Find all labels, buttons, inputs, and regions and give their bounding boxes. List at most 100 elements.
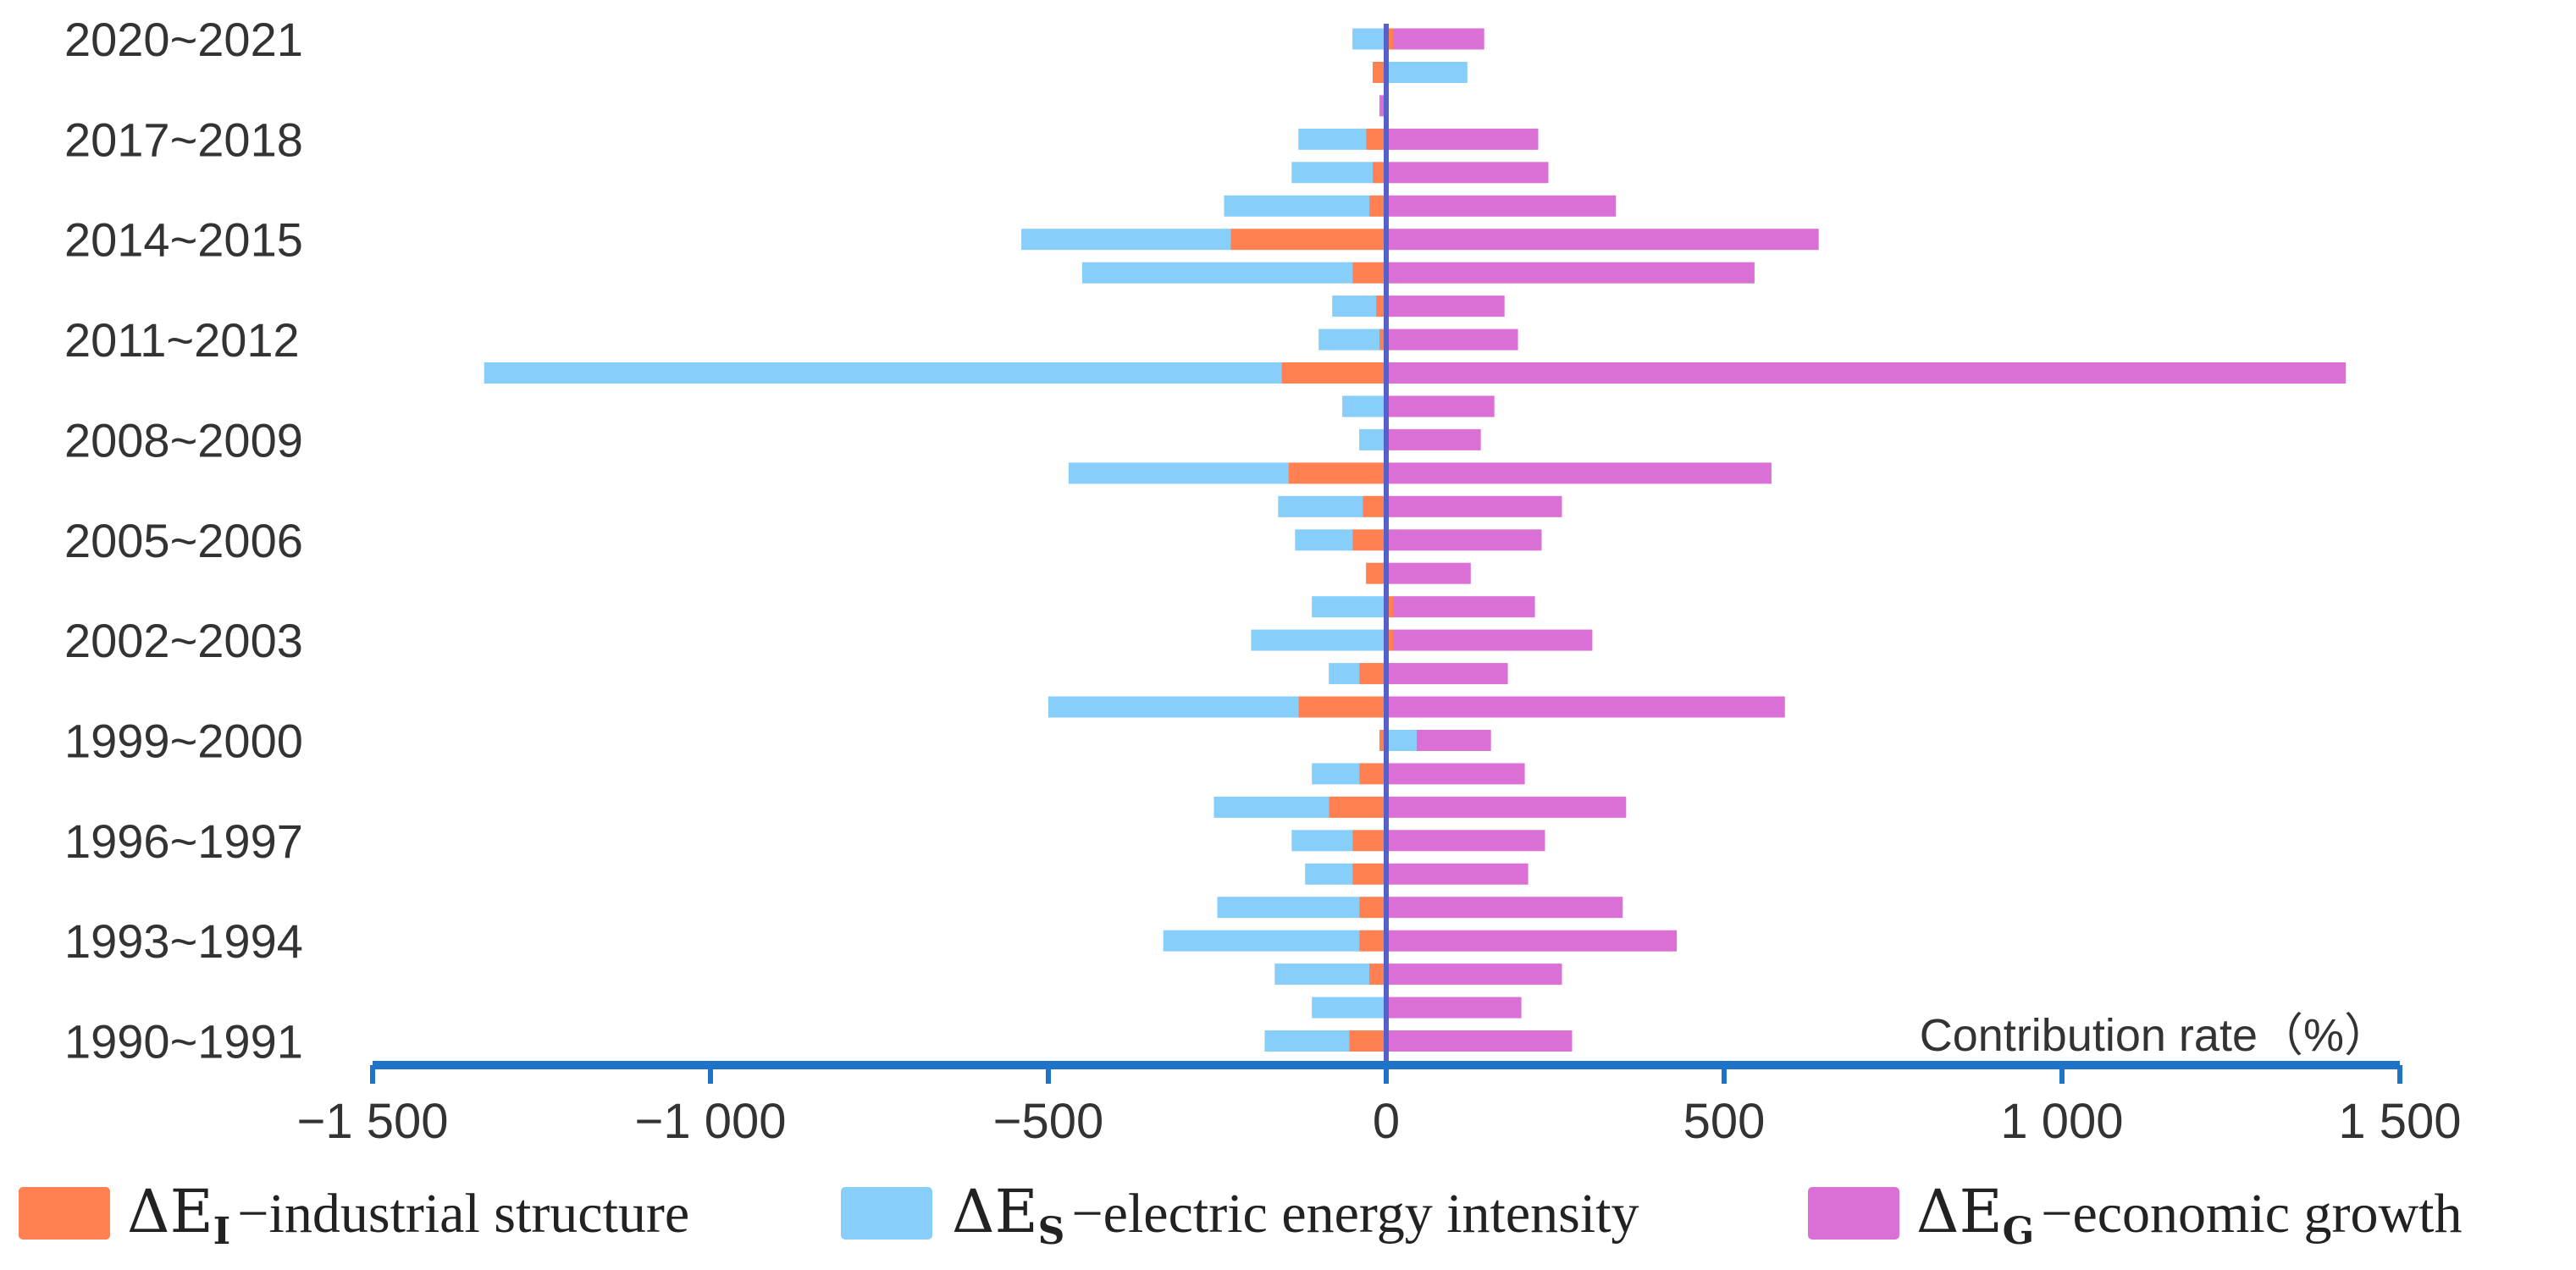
category-label: 2011~2012 bbox=[64, 313, 300, 367]
bar-industrial-structure-2019~2020 bbox=[1373, 62, 1386, 83]
bar-industrial-structure-1996~1997 bbox=[1352, 830, 1386, 852]
bar-economic-growth-1999~2000 bbox=[1416, 730, 1491, 751]
legend-subscript: I bbox=[213, 1210, 231, 1253]
bar-economic-growth-1993~1994 bbox=[1386, 930, 1678, 952]
bar-economic-growth-2002~2003 bbox=[1393, 629, 1593, 651]
bar-electric-energy-intensity-1996~1997 bbox=[1291, 830, 1353, 852]
bar-economic-growth-2010~2011 bbox=[1386, 362, 2347, 384]
legend-swatch-electric bbox=[841, 1187, 932, 1240]
x-tick-label: 1 500 bbox=[2338, 1094, 2461, 1149]
bar-electric-energy-intensity-2020~2021 bbox=[1352, 28, 1386, 50]
bar-industrial-structure-2003~2004 bbox=[1386, 596, 1393, 618]
bar-electric-energy-intensity-1997~1998 bbox=[1213, 796, 1329, 818]
bar-economic-growth-2012~2013 bbox=[1386, 295, 1505, 318]
bar-electric-energy-intensity-2002~2003 bbox=[1251, 629, 1386, 651]
category-label: 2014~2015 bbox=[64, 213, 303, 267]
category-label: 1993~1994 bbox=[64, 914, 303, 968]
category-label: 2017~2018 bbox=[64, 113, 303, 166]
bar-industrial-structure-2011~2012 bbox=[1379, 329, 1386, 351]
bar-electric-energy-intensity-1998~1999 bbox=[1312, 763, 1360, 785]
legend-delta: Δ bbox=[127, 1177, 170, 1246]
category-label: 1996~1997 bbox=[64, 814, 303, 868]
x-tick-label: 1 000 bbox=[2000, 1094, 2123, 1149]
bar-industrial-structure-2017~2018 bbox=[1366, 128, 1386, 150]
category-label: 1990~1991 bbox=[64, 1015, 303, 1068]
bar-economic-growth-2008~2009 bbox=[1386, 428, 1481, 450]
bar-economic-growth-1998~1999 bbox=[1386, 763, 1525, 785]
bar-economic-growth-2020~2021 bbox=[1393, 28, 1484, 50]
legend-subscript: S bbox=[1038, 1210, 1065, 1253]
bar-electric-energy-intensity-2014~2015 bbox=[1021, 229, 1231, 251]
legend-item-industrial-structure: ΔEI −industrial structure bbox=[19, 1177, 689, 1253]
bar-electric-energy-intensity-1993~1994 bbox=[1163, 930, 1360, 952]
legend-delta: Δ bbox=[952, 1177, 995, 1246]
category-labels: 2020~2021 2017~2018 2014~2015 2011~2012 2008… bbox=[64, 13, 303, 1068]
bar-electric-energy-intensity-2013~2014 bbox=[1081, 262, 1353, 284]
bar-economic-growth-2000~2001 bbox=[1386, 696, 1785, 718]
bar-economic-growth-1990~1991 bbox=[1386, 1030, 1573, 1052]
bar-electric-energy-intensity-1992~1993 bbox=[1274, 964, 1369, 986]
bar-industrial-structure-2001~2002 bbox=[1359, 663, 1386, 685]
legend-symbol: E bbox=[1960, 1177, 2003, 1246]
bar-electric-energy-intensity-1999~2000 bbox=[1386, 730, 1417, 751]
bar-industrial-structure-2013~2014 bbox=[1352, 262, 1386, 284]
x-tick-label: −500 bbox=[993, 1094, 1104, 1149]
x-tick-label: 0 bbox=[1373, 1094, 1400, 1149]
category-label: 2020~2021 bbox=[64, 13, 303, 66]
bar-electric-energy-intensity-2011~2012 bbox=[1318, 329, 1379, 351]
bar-economic-growth-2007~2008 bbox=[1386, 462, 1772, 484]
bar-electric-energy-intensity-2012~2013 bbox=[1332, 295, 1377, 318]
bar-electric-energy-intensity-1994~1995 bbox=[1217, 897, 1360, 919]
bar-economic-growth-2005~2006 bbox=[1386, 529, 1542, 551]
bar-economic-growth-1995~1996 bbox=[1386, 863, 1528, 885]
category-label: 1999~2000 bbox=[64, 715, 303, 768]
category-label: 2002~2003 bbox=[64, 614, 303, 667]
bar-economic-growth-1992~1993 bbox=[1386, 964, 1562, 986]
bar-electric-energy-intensity-2001~2002 bbox=[1329, 663, 1360, 685]
legend-item-economic-growth: ΔEG −economic growth bbox=[1808, 1177, 2463, 1253]
svg-text:ΔEI−industrial structure: ΔEI −industrial structure bbox=[127, 1177, 689, 1253]
bar-industrial-structure-1992~1993 bbox=[1369, 964, 1386, 986]
bar-economic-growth-2016~2017 bbox=[1386, 162, 1549, 184]
bar-industrial-structure-1990~1991 bbox=[1349, 1030, 1386, 1052]
bar-economic-growth-2004~2005 bbox=[1386, 562, 1471, 584]
bar-electric-energy-intensity-2015~2016 bbox=[1224, 195, 1370, 217]
legend-symbol: E bbox=[170, 1177, 213, 1246]
bar-industrial-structure-2002~2003 bbox=[1386, 629, 1393, 651]
bar-electric-energy-intensity-2009~2010 bbox=[1342, 395, 1386, 417]
legend-delta: Δ bbox=[1916, 1177, 1960, 1246]
bar-economic-growth-2001~2002 bbox=[1386, 663, 1508, 685]
legend-symbol: E bbox=[995, 1177, 1038, 1246]
bar-industrial-structure-1993~1994 bbox=[1359, 930, 1386, 952]
bar-electric-energy-intensity-2003~2004 bbox=[1312, 596, 1386, 618]
x-tick-label: −1 500 bbox=[296, 1094, 448, 1149]
category-label: 2008~2009 bbox=[64, 413, 303, 467]
bar-economic-growth-2011~2012 bbox=[1386, 329, 1518, 351]
bar-economic-growth-2014~2015 bbox=[1386, 229, 1819, 251]
legend-label: −economic growth bbox=[2041, 1183, 2462, 1245]
bar-economic-growth-1991~1992 bbox=[1386, 997, 1522, 1019]
svg-text:ΔES−electric energy intensity: ΔES −electric energy intensity bbox=[952, 1177, 1639, 1253]
bar-industrial-structure-2007~2008 bbox=[1288, 462, 1386, 484]
legend-label: −electric energy intensity bbox=[1071, 1183, 1639, 1245]
bar-economic-growth-1996~1997 bbox=[1386, 830, 1545, 852]
bar-electric-energy-intensity-2016~2017 bbox=[1291, 162, 1374, 184]
svg-text:ΔEG−economic growth: ΔEG −economic growth bbox=[1916, 1177, 2463, 1253]
legend-swatch-industrial bbox=[19, 1187, 110, 1240]
x-tick-label: −1 000 bbox=[634, 1094, 786, 1149]
category-label: 2005~2006 bbox=[64, 514, 303, 567]
bar-industrial-structure-1995~1996 bbox=[1352, 863, 1386, 885]
x-tick-label: 500 bbox=[1683, 1094, 1766, 1149]
bar-electric-energy-intensity-2006~2007 bbox=[1278, 495, 1363, 517]
bar-electric-energy-intensity-2017~2018 bbox=[1298, 128, 1367, 150]
bar-industrial-structure-2020~2021 bbox=[1386, 28, 1393, 50]
legend-subscript: G bbox=[2003, 1210, 2035, 1253]
legend: ΔEI −industrial structure ΔES −electric en… bbox=[19, 1177, 2463, 1253]
bar-electric-energy-intensity-2019~2020 bbox=[1386, 62, 1468, 83]
bar-industrial-structure-2005~2006 bbox=[1352, 529, 1386, 551]
bar-economic-growth-1997~1998 bbox=[1386, 796, 1627, 818]
legend-label: −industrial structure bbox=[237, 1183, 689, 1245]
bar-electric-energy-intensity-2008~2009 bbox=[1359, 428, 1386, 450]
bar-economic-growth-2018~2019 bbox=[1379, 95, 1386, 117]
